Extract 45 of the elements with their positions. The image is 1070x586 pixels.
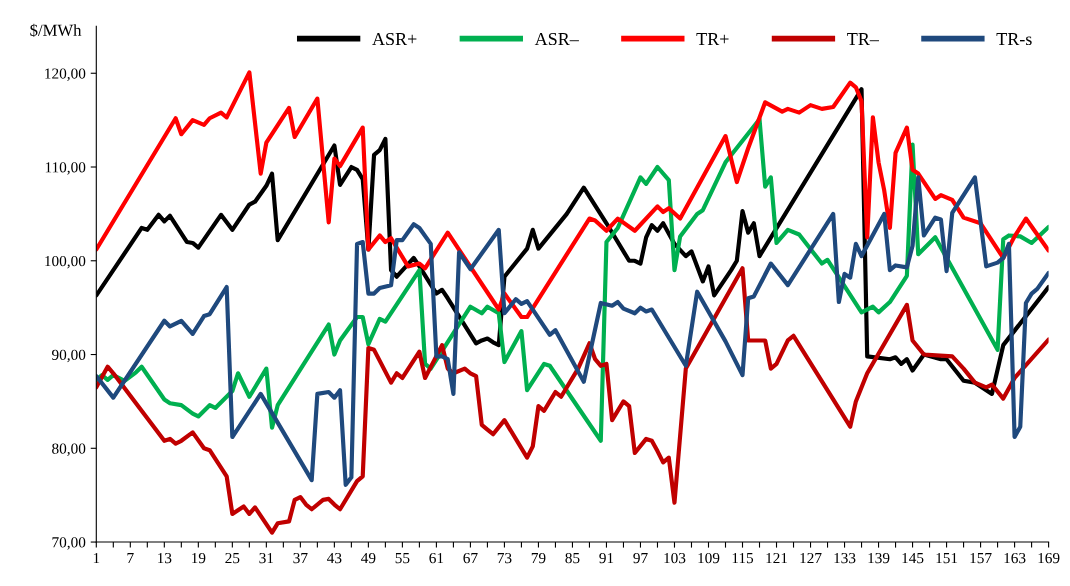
x-tick-label: 19 — [192, 552, 206, 564]
x-tick-label: 139 — [868, 552, 890, 564]
x-tick-label: 115 — [732, 552, 754, 564]
x-tick-label: 91 — [599, 552, 614, 564]
y-tick-label: 110,00 — [45, 162, 86, 175]
line-series — [96, 175, 1049, 487]
legend-label: TR-s — [996, 33, 1032, 46]
x-tick-label: 127 — [800, 552, 822, 564]
x-tick-label: 7 — [127, 553, 134, 564]
y-tick-label: 70,00 — [52, 537, 86, 550]
legend-label: TR+ — [696, 33, 729, 45]
x-tick-label: 55 — [395, 553, 410, 564]
legend-label: ASR+ — [372, 32, 417, 46]
x-tick-label: 85 — [565, 552, 580, 564]
x-tick-label: 163 — [1004, 552, 1026, 564]
x-tick-label: 61 — [429, 552, 444, 564]
x-tick-label: 43 — [327, 552, 342, 564]
x-tick-label: 145 — [902, 552, 924, 564]
x-tick-label: 67 — [463, 552, 478, 564]
legend-label: TR– — [847, 33, 879, 45]
x-tick-label: 79 — [531, 552, 546, 564]
y-tick-label: 100,00 — [45, 255, 86, 269]
y-tick-label: 80,00 — [52, 443, 86, 456]
x-tick-label: 97 — [633, 552, 648, 564]
x-tick-label: 13 — [158, 552, 172, 564]
x-tick-label: 151 — [936, 552, 958, 564]
x-tick-label: 37 — [293, 552, 308, 564]
x-tick-label: 169 — [1038, 552, 1060, 564]
x-tick-label: 73 — [497, 552, 512, 564]
x-tick-label: 121 — [766, 552, 788, 564]
legend-label: ASR– — [534, 32, 579, 46]
x-tick-label: 133 — [834, 552, 856, 564]
y-tick-label: 120,00 — [45, 68, 86, 81]
x-tick-label: 109 — [698, 552, 720, 564]
x-tick-label: 103 — [664, 552, 686, 564]
x-tick-label: 49 — [361, 552, 376, 564]
line-series — [96, 70, 1049, 320]
x-tick-label: 157 — [970, 552, 992, 564]
x-tick-label: 25 — [225, 552, 240, 564]
x-tick-label: 31 — [259, 552, 274, 564]
y-tick-label: 90,00 — [52, 349, 86, 363]
x-tick-label: 1 — [93, 552, 100, 564]
line-series — [96, 266, 1049, 535]
line-series — [96, 117, 1049, 443]
y-axis-title: $/MWh — [30, 23, 82, 37]
